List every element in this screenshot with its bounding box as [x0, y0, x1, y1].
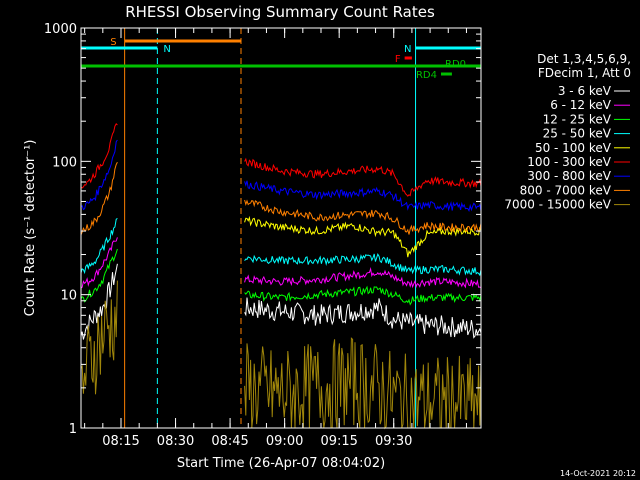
series-0-segment-0: [80, 263, 118, 340]
series-3-segment-0: [80, 217, 118, 275]
legend-label-0: 3 - 6 keV: [558, 84, 612, 98]
series-4-segment-0: [244, 215, 482, 258]
x-tick-label: 09:00: [266, 434, 303, 449]
legend-label-1: 6 - 12 keV: [550, 98, 612, 112]
series-layer: [80, 122, 482, 430]
series-0-segment-1: [244, 297, 482, 339]
state-bar-label-5: RD4: [416, 70, 437, 81]
legend-label-6: 300 - 800 keV: [527, 169, 611, 183]
plot-frame: [80, 27, 482, 429]
state-bar-label-4: RD0: [445, 59, 466, 70]
x-tick-label: 09:30: [375, 434, 412, 449]
state-bar-label-2: N: [404, 44, 411, 55]
y-tick-label: 1000: [44, 22, 77, 37]
chart-title: RHESSI Observing Summary Count Rates: [125, 3, 435, 21]
state-bar-label-0: S: [110, 37, 116, 48]
legend-label-7: 800 - 7000 keV: [520, 183, 612, 197]
legend-label-5: 100 - 300 keV: [527, 155, 611, 169]
x-tick-label: 08:15: [102, 434, 139, 449]
x-tick-label: 08:45: [211, 434, 248, 449]
state-bar-label-3: F: [395, 54, 401, 65]
y-axis-label: Count Rate (s⁻¹ detector⁻¹): [23, 140, 38, 317]
series-1-segment-0: [80, 237, 118, 289]
series-6-segment-0: [80, 139, 118, 211]
legend-header-detectors: Det 1,3,4,5,6,9,: [537, 52, 631, 66]
legend: Det 1,3,4,5,6,9, FDecim 1, Att 0 3 - 6 k…: [504, 52, 631, 212]
x-axis-label: Start Time (26-Apr-07 08:04:02): [177, 456, 385, 471]
legend-label-3: 25 - 50 keV: [543, 127, 612, 141]
series-3-segment-1: [244, 252, 482, 277]
legend-header-decimation: FDecim 1, Att 0: [538, 66, 631, 80]
y-axis-ticks: 1 10 100 1000: [44, 22, 481, 437]
x-tick-label: 08:30: [157, 434, 194, 449]
legend-label-2: 12 - 25 keV: [543, 112, 612, 126]
series-8-segment-0: [80, 280, 118, 395]
series-7-segment-0: [80, 161, 118, 236]
series-8-segment-1: [244, 337, 482, 430]
series-2-segment-0: [80, 248, 118, 303]
series-5-segment-0: [80, 122, 118, 189]
series-7-segment-1: [244, 199, 482, 235]
footer-date: 14-Oct-2021 20:12: [560, 469, 636, 478]
y-tick-label: 1: [69, 422, 77, 437]
y-tick-label: 100: [52, 155, 77, 170]
state-bar-label-1: N: [163, 44, 170, 55]
series-6-segment-1: [244, 180, 482, 213]
series-1-segment-1: [244, 267, 482, 289]
x-tick-label: 09:15: [320, 434, 357, 449]
legend-label-8: 7000 - 15000 keV: [504, 198, 611, 212]
legend-label-4: 50 - 100 keV: [535, 141, 612, 155]
y-tick-label: 10: [60, 289, 77, 304]
x-axis-ticks: 08:15 08:30 08:45 09:00 09:15 09:30: [84, 28, 467, 449]
series-5-segment-1: [244, 157, 482, 197]
series-2-segment-1: [244, 285, 482, 306]
